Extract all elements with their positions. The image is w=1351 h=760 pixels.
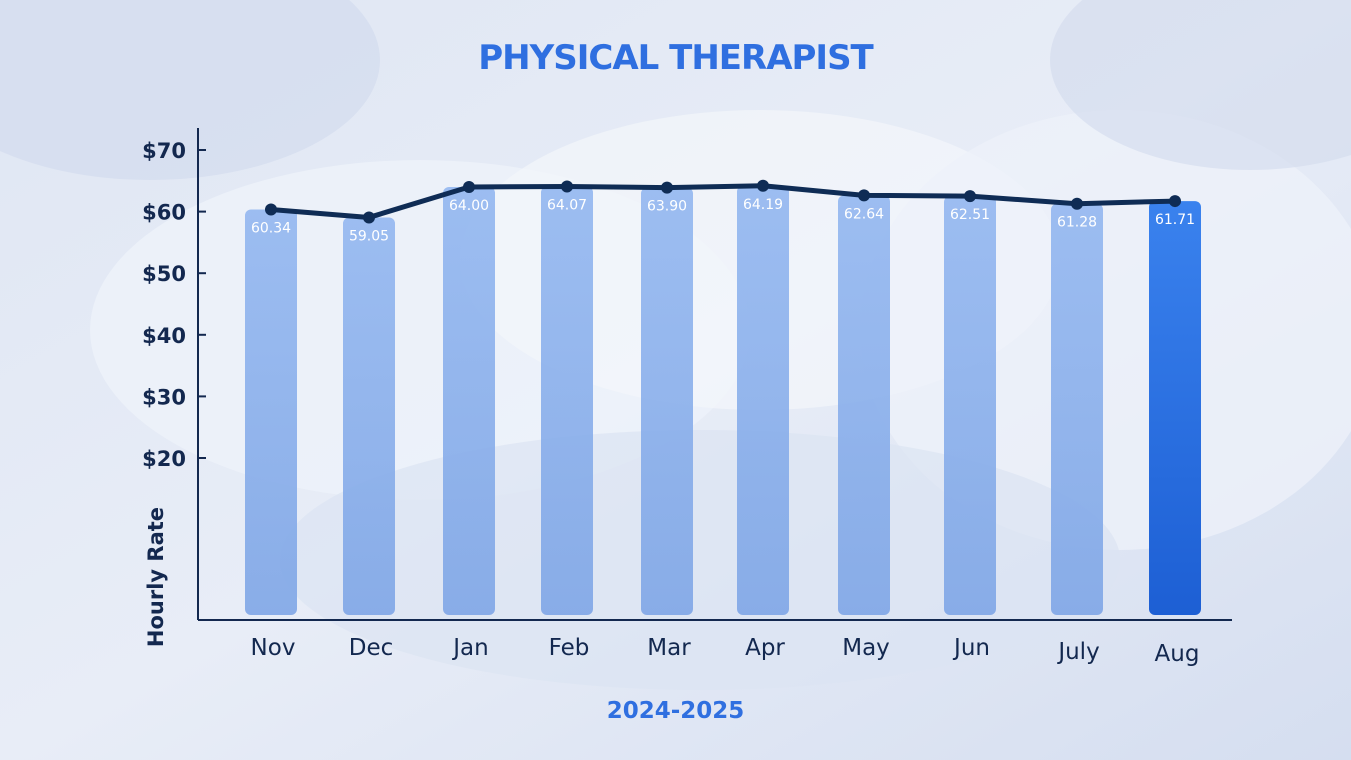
trend-point-aug: [1169, 195, 1181, 208]
bar-nov: [245, 209, 297, 615]
chart-subtitle: 2024-2025: [606, 698, 745, 724]
axes: $20 $30 $40 $50 $60 $70 Nov Dec Jan Feb Mar Apr May J…: [142, 128, 1232, 667]
y-tick-label: $40: [142, 324, 186, 348]
bar-july: [1051, 203, 1103, 615]
x-tick-label-jun: Jun: [952, 635, 990, 661]
x-tick-label-dec: Dec: [349, 635, 394, 661]
bar-mar: [641, 187, 693, 616]
y-tick-label: $70: [142, 139, 186, 163]
x-tick-label-jan: Jan: [451, 635, 488, 661]
data-label-jan: 64.00: [449, 198, 489, 214]
x-tick-label-may: May: [842, 635, 890, 661]
trend-point-feb: [561, 180, 573, 193]
bar-apr: [737, 185, 789, 615]
x-tick-label-aug: Aug: [1155, 641, 1200, 667]
trend-line-path: [268, 183, 1178, 220]
data-label-apr: 64.19: [743, 197, 783, 213]
bar-jan: [443, 186, 495, 615]
bar-jun: [944, 196, 996, 615]
trend-point-jun: [964, 190, 976, 203]
data-label-aug: 61.71: [1155, 212, 1195, 228]
trend-point-apr: [757, 179, 769, 192]
trend-point-mar: [661, 181, 673, 194]
data-label-may: 62.64: [844, 206, 884, 222]
x-tick-label-nov: Nov: [251, 635, 296, 661]
data-labels: 60.34 59.05 64.00 64.07 63.90 64.19 62.64 62.51…: [251, 197, 1195, 245]
y-axis-label: Hourly Rate: [144, 506, 168, 648]
trend-point-nov: [265, 203, 277, 216]
trend-line: [265, 179, 1181, 224]
data-label-nov: 60.34: [251, 221, 291, 237]
trend-point-dec: [363, 211, 375, 224]
bar-dec: [343, 217, 395, 615]
data-label-jun: 62.51: [950, 207, 990, 223]
chart-title: PHYSICAL THERAPIST: [478, 38, 874, 78]
trend-point-july: [1071, 197, 1083, 210]
y-tick-label: $60: [142, 201, 186, 225]
y-tick-label: $50: [142, 262, 186, 286]
y-tick-label: $20: [142, 447, 186, 471]
y-tick-label: $30: [142, 385, 186, 409]
bars: [245, 185, 1201, 616]
x-tick-label-mar: Mar: [647, 635, 691, 661]
data-label-mar: 63.90: [647, 199, 687, 215]
data-label-dec: 59.05: [349, 228, 389, 244]
x-tick-label-apr: Apr: [745, 635, 785, 661]
data-label-july: 61.28: [1057, 215, 1097, 231]
bar-aug: [1149, 201, 1201, 615]
trend-point-jan: [463, 180, 475, 193]
bar-feb: [541, 186, 593, 615]
trend-point-may: [858, 189, 870, 202]
x-tick-label-july: July: [1056, 639, 1099, 665]
bar-may: [838, 195, 890, 616]
data-label-feb: 64.07: [547, 198, 587, 214]
x-tick-label-feb: Feb: [549, 635, 590, 661]
